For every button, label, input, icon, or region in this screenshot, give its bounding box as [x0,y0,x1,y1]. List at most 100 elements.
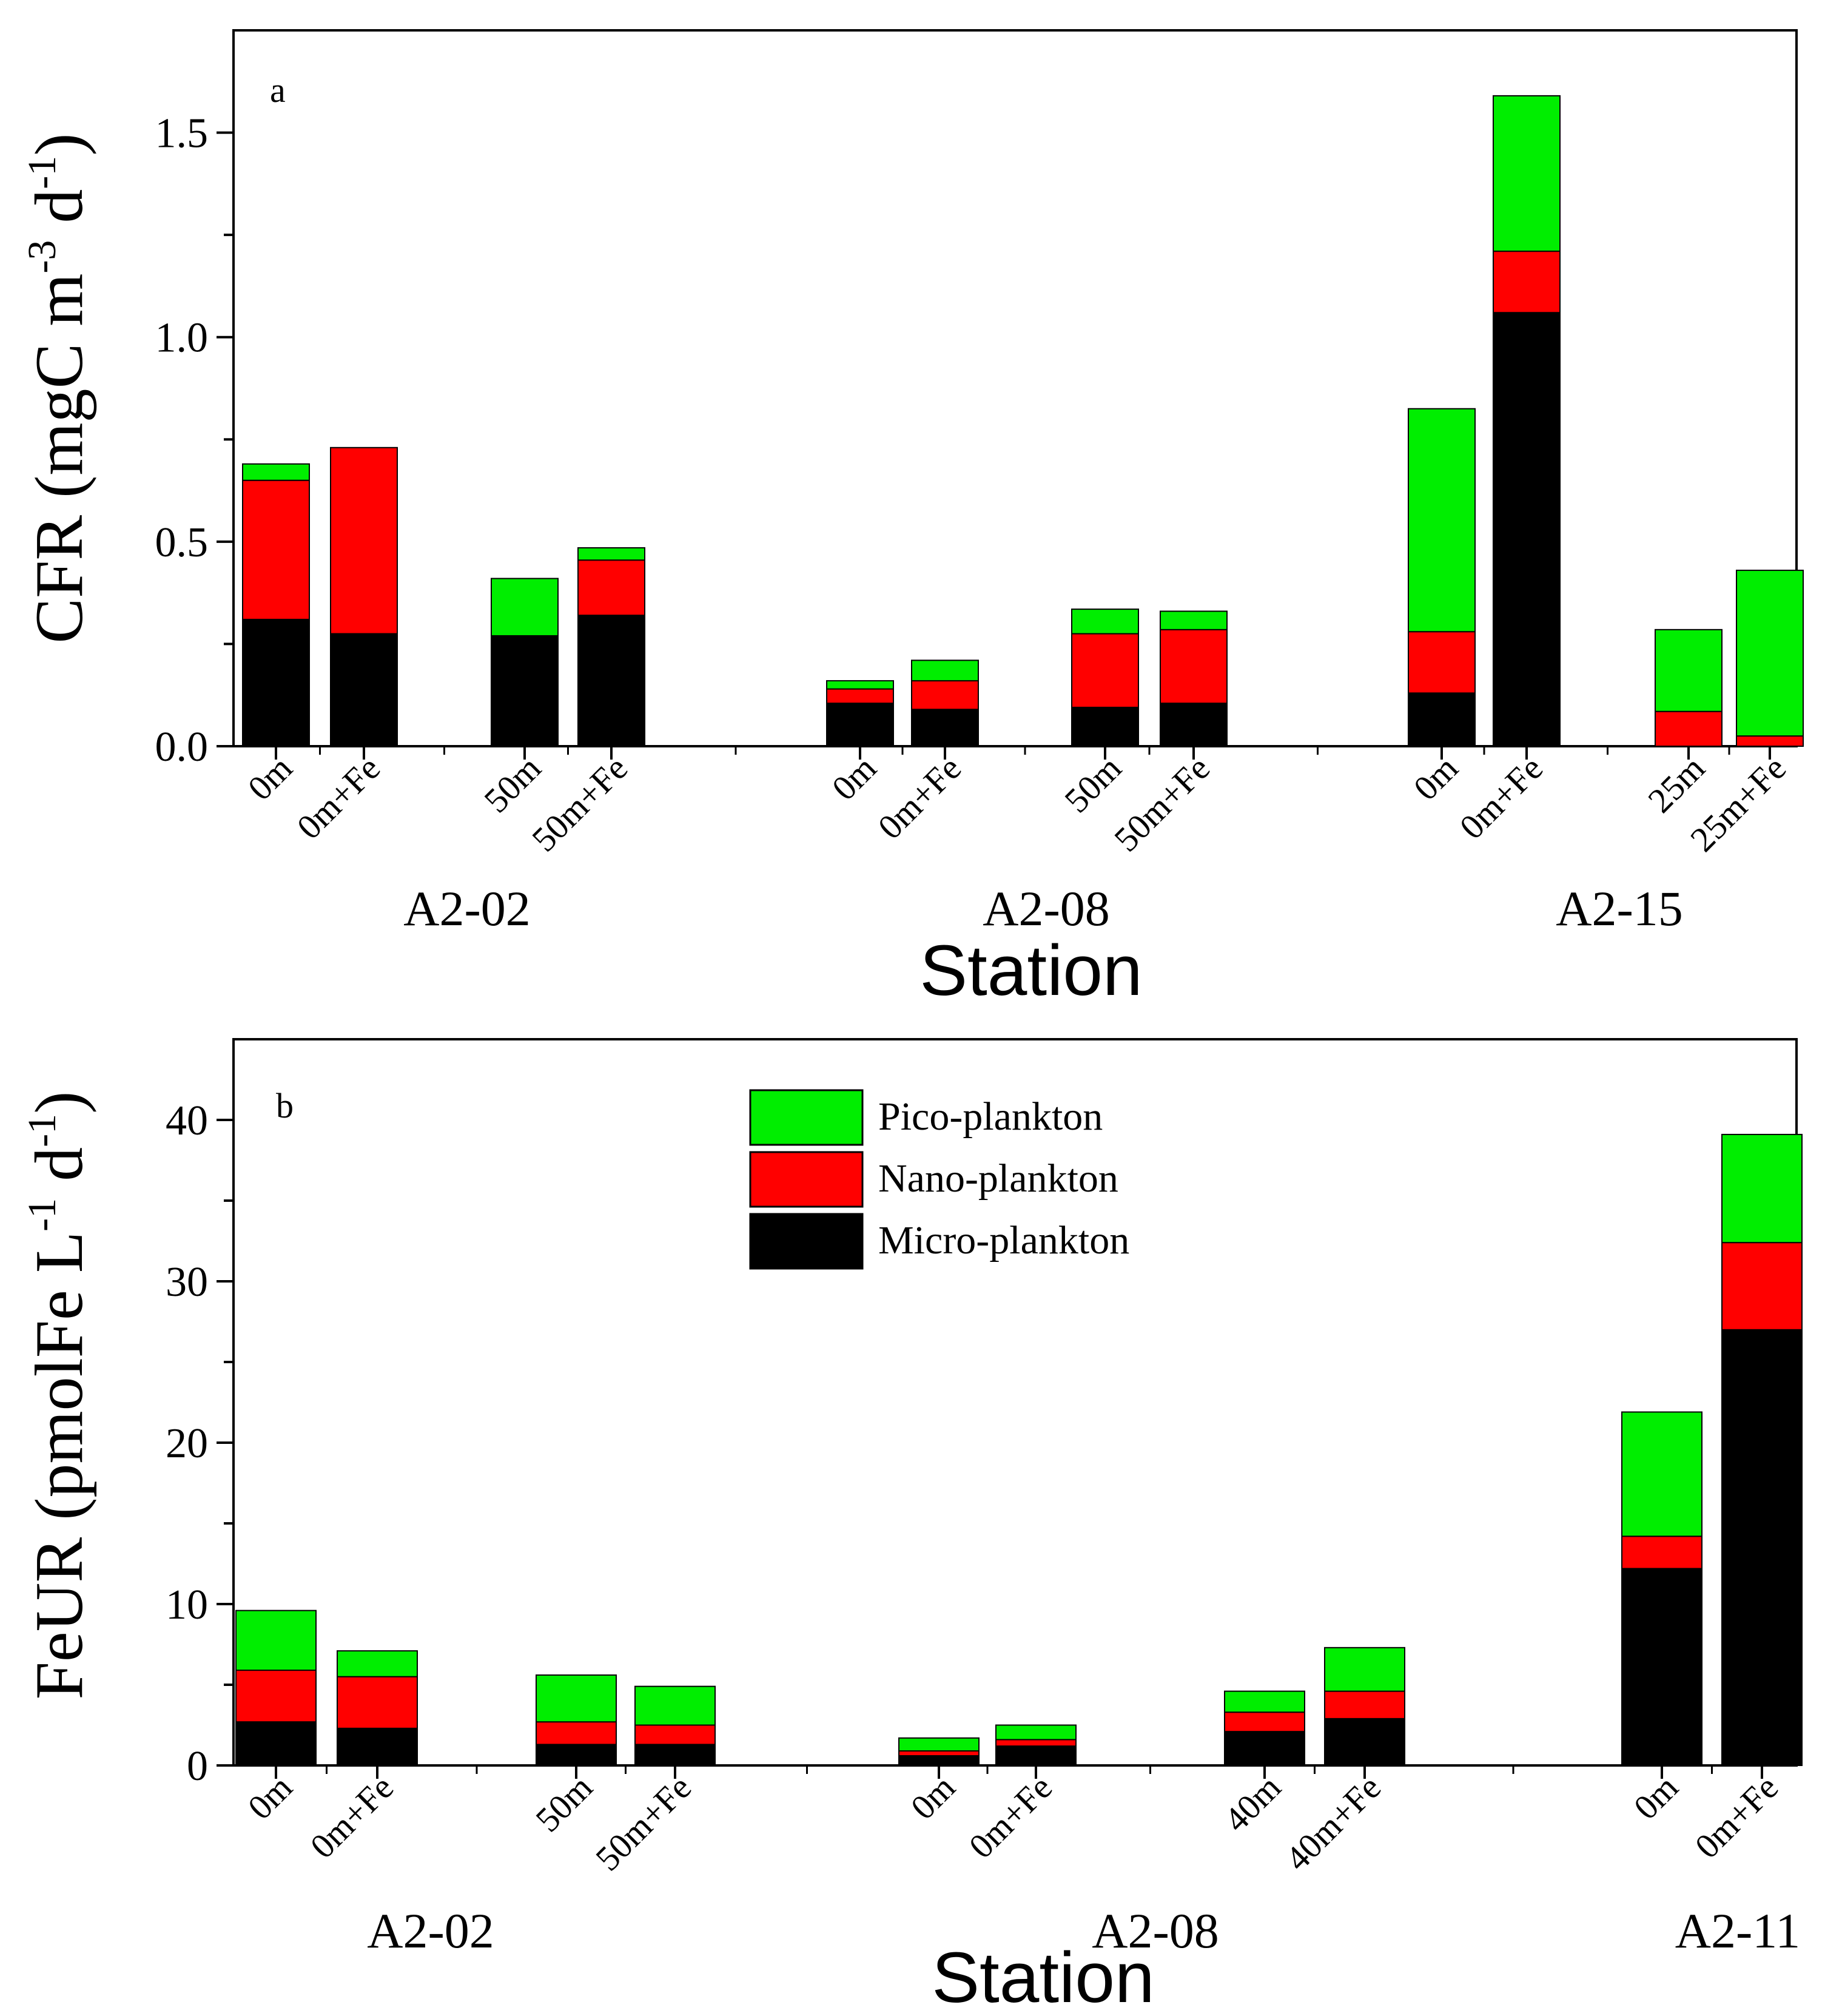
bar-pico-plankton-5 [911,659,979,682]
bar-pico-plankton-1 [337,1650,418,1677]
x-tick-label: 50m [476,748,548,820]
bar-micro-plankton-0 [235,1721,317,1766]
panel-a-y-axis-label: CFR (mgC m-3 d-1) [20,133,97,643]
bar-nano-plankton-7 [1160,629,1228,704]
station-group-label: A2-02 [403,881,531,936]
station-group-label: A2-11 [1675,1903,1800,1958]
bar-nano-plankton-9 [1721,1242,1803,1330]
panel-a-x-axis-label: Station [919,931,1142,1011]
legend-swatch [749,1213,864,1270]
bar-pico-plankton-3 [634,1685,716,1726]
legend-label: Pico-plankton [878,1094,1103,1139]
bar-pico-plankton-6 [1224,1690,1305,1713]
station-group-label: A2-08 [1092,1903,1219,1958]
panel-b-y-axis-label: FeUR (pmolFe L-1 d-1) [20,1091,97,1700]
bar-micro-plankton-3 [577,615,645,747]
x-tick-label: 0m+Fe [289,748,388,847]
panel-b-bars [235,1133,1803,1767]
bar-pico-plankton-7 [1160,610,1228,630]
y-tick-label: 20 [166,1420,208,1467]
bar-nano-plankton-4 [898,1750,980,1757]
y-tick-label: 30 [166,1259,208,1306]
bar-nano-plankton-1 [330,447,398,635]
bar-nano-plankton-10 [1655,710,1723,747]
y-tick-label: 10 [166,1582,208,1628]
panel-b-axes-frame [232,1038,1798,1767]
x-tick-label: 0m+Fe [870,748,969,847]
x-tick-label: 50m [1057,748,1129,820]
bar-micro-plankton-8 [1621,1568,1703,1766]
bar-micro-plankton-9 [1493,312,1561,747]
bar-micro-plankton-6 [1071,706,1139,747]
bar-micro-plankton-5 [995,1745,1077,1767]
bar-pico-plankton-6 [1071,609,1139,635]
bar-micro-plankton-2 [536,1744,617,1766]
bar-nano-plankton-11 [1736,735,1804,747]
legend-swatch [749,1151,864,1208]
x-tick-label: 0m+Fe [1687,1767,1786,1866]
bar-nano-plankton-9 [1493,251,1561,314]
bar-micro-plankton-1 [337,1727,418,1767]
x-tick-label: 0m [240,1767,300,1827]
bar-nano-plankton-8 [1621,1536,1703,1569]
bar-nano-plankton-3 [577,559,645,616]
bar-pico-plankton-8 [1621,1411,1703,1537]
x-tick-label: 0m [903,1767,963,1827]
bar-pico-plankton-3 [577,547,645,561]
panel-a-axes-frame [232,29,1798,747]
bar-micro-plankton-2 [491,635,559,747]
x-tick-label: 0m [240,748,300,807]
bar-nano-plankton-0 [235,1670,317,1723]
x-tick-label: 0m+Fe [303,1767,402,1866]
bar-pico-plankton-5 [995,1724,1077,1741]
bar-nano-plankton-7 [1324,1690,1405,1719]
bar-pico-plankton-2 [536,1674,617,1723]
bar-micro-plankton-0 [242,618,310,747]
station-group-label: A2-08 [983,881,1110,936]
x-tick-label: 0m+Fe [1452,748,1551,847]
bar-nano-plankton-1 [337,1676,418,1729]
y-tick-label: 0.5 [155,519,209,566]
bar-micro-plankton-6 [1224,1731,1305,1766]
bar-nano-plankton-3 [634,1724,716,1745]
bar-nano-plankton-6 [1224,1711,1305,1733]
bar-pico-plankton-7 [1324,1647,1405,1692]
y-tick-label: 0.0 [155,724,209,770]
y-tick-label: 1.0 [155,315,209,362]
legend-label: Micro-plankton [878,1218,1129,1263]
bar-micro-plankton-3 [634,1744,716,1766]
panel-b-x-axis-label: Station [932,1938,1154,2016]
bar-nano-plankton-5 [995,1739,1077,1747]
bar-nano-plankton-8 [1408,631,1476,694]
bar-micro-plankton-1 [330,633,398,747]
x-tick-label: 25m [1640,748,1712,820]
bar-micro-plankton-5 [911,709,979,747]
bar-pico-plankton-9 [1493,95,1561,252]
bar-nano-plankton-5 [911,680,979,710]
bar-pico-plankton-9 [1721,1133,1803,1244]
station-group-label: A2-15 [1556,881,1683,936]
x-tick-label: 50m+Fe [588,1767,699,1878]
bar-micro-plankton-4 [898,1755,980,1767]
bar-pico-plankton-10 [1655,629,1723,712]
bar-pico-plankton-2 [491,578,559,636]
legend-label: Nano-plankton [878,1156,1118,1201]
bar-micro-plankton-7 [1324,1718,1405,1767]
y-tick-label: 1.5 [155,110,209,157]
panel-b-y-ticks: 0 10 20 30 40 [166,1097,234,1790]
bar-pico-plankton-0 [235,1610,317,1671]
legend-swatch [749,1089,864,1146]
x-tick-label: 0m [824,748,884,807]
y-tick-label: 0 [187,1743,208,1790]
x-tick-label: 40m [1216,1767,1288,1839]
panel-b-label: b [276,1086,294,1125]
legend: Pico-plankton Nano-plankton Micro-plankton [749,1089,1129,1270]
panel-a-label: a [270,70,286,110]
bar-nano-plankton-0 [242,479,310,620]
bar-nano-plankton-6 [1071,633,1139,708]
bar-pico-plankton-4 [898,1737,980,1752]
station-group-label: A2-02 [367,1903,494,1958]
